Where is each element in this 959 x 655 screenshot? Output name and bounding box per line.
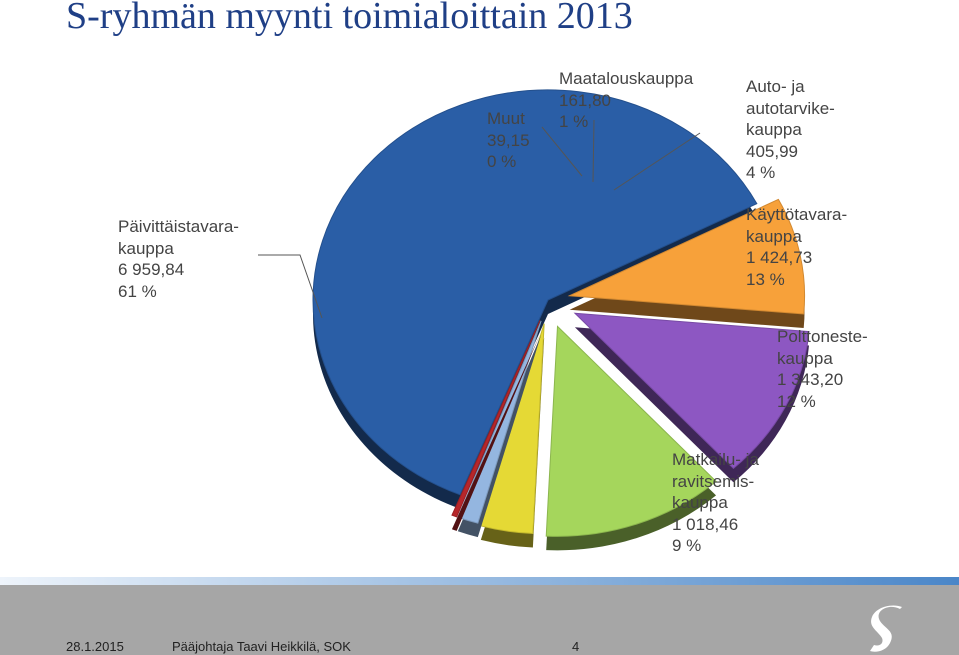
leader-line	[541, 126, 583, 177]
slice-percent: 9 %	[672, 536, 702, 555]
pie-slice	[312, 89, 758, 509]
slice-value: 39,15	[487, 130, 530, 150]
pie-slice	[545, 325, 717, 551]
slice-label: Maatalouskauppa 161,80 1 %	[559, 68, 693, 133]
slice-label-line: kauppa	[777, 348, 833, 368]
pie-slice-face	[312, 89, 758, 496]
pie-chart	[258, 89, 810, 551]
slice-label: Auto- ja autotarvike-kauppa 405,99 4 %	[746, 76, 835, 184]
slice-label-line: kauppa	[746, 226, 802, 246]
slice-value: 1 018,46	[672, 514, 739, 534]
slice-percent: 12 %	[777, 391, 816, 411]
pie-slice	[573, 312, 810, 483]
footer-presenter: Pääjohtaja Taavi Heikkilä, SOK	[172, 639, 351, 654]
slice-label-line: Matkailu- ja	[672, 450, 759, 469]
slice-value: 6 959,84	[118, 260, 185, 279]
pie-slice	[567, 198, 806, 328]
s-group-logo-icon	[870, 605, 902, 652]
slice-percent: 13 %	[746, 269, 785, 289]
slice-percent: 0 %	[487, 152, 517, 171]
leader-line	[613, 132, 701, 191]
leader-line	[258, 254, 323, 319]
footer-band	[0, 577, 959, 655]
slice-label-line: kauppa	[746, 120, 802, 139]
pie-slice-face	[451, 320, 541, 518]
slice-label-line: ravitsemis-	[672, 471, 755, 491]
pie-slice	[451, 320, 541, 531]
slice-value: 161,80	[559, 90, 611, 110]
slice-value: 405,99	[746, 141, 798, 161]
slice-value: 1 424,73	[746, 248, 813, 267]
slice-label-line: Polttoneste-	[777, 327, 868, 346]
footer-stripe	[0, 577, 959, 585]
slice-label: Matkailu- ja ravitsemis-kauppa 1 018,46 9 %	[672, 449, 759, 557]
slice-label-line: Päivittäistavara-	[118, 217, 239, 236]
slice-percent: 61 %	[118, 281, 157, 301]
slice-percent: 1 %	[559, 112, 589, 131]
footer-page-number: 4	[572, 639, 580, 654]
slice-label: Käyttötavara-kauppa 1 424,73 13 %	[746, 204, 847, 290]
slice-label-line: kauppa	[672, 493, 728, 512]
page-title: S-ryhmän myynti toimialoittain 2013	[66, 0, 633, 37]
footer-date: 28.1.2015	[66, 639, 124, 654]
leader-line	[592, 119, 595, 183]
slice-label-line: Auto- ja	[746, 77, 805, 96]
slice-label-line: Käyttötavara-	[746, 205, 848, 224]
pie-slice-face	[545, 325, 717, 537]
slice-label: Päivittäistavara-kauppa 6 959,84 61 %	[118, 216, 239, 302]
slice-label-line: autotarvike-	[746, 98, 835, 118]
slice-value: 1 343,20	[777, 370, 844, 389]
slice-label-line: Muut	[487, 109, 525, 128]
slice-label: Muut 39,15 0 %	[487, 108, 530, 173]
slice-label-line: Maatalouskauppa	[559, 69, 694, 88]
slice-label-line: kauppa	[118, 238, 174, 258]
slice-label: Polttoneste-kauppa 1 343,20 12 %	[777, 326, 868, 412]
pie-slice-face	[573, 312, 810, 469]
pie-slice-face	[567, 198, 806, 315]
pie-slice-side	[451, 334, 540, 531]
slice-percent: 4 %	[746, 163, 776, 182]
